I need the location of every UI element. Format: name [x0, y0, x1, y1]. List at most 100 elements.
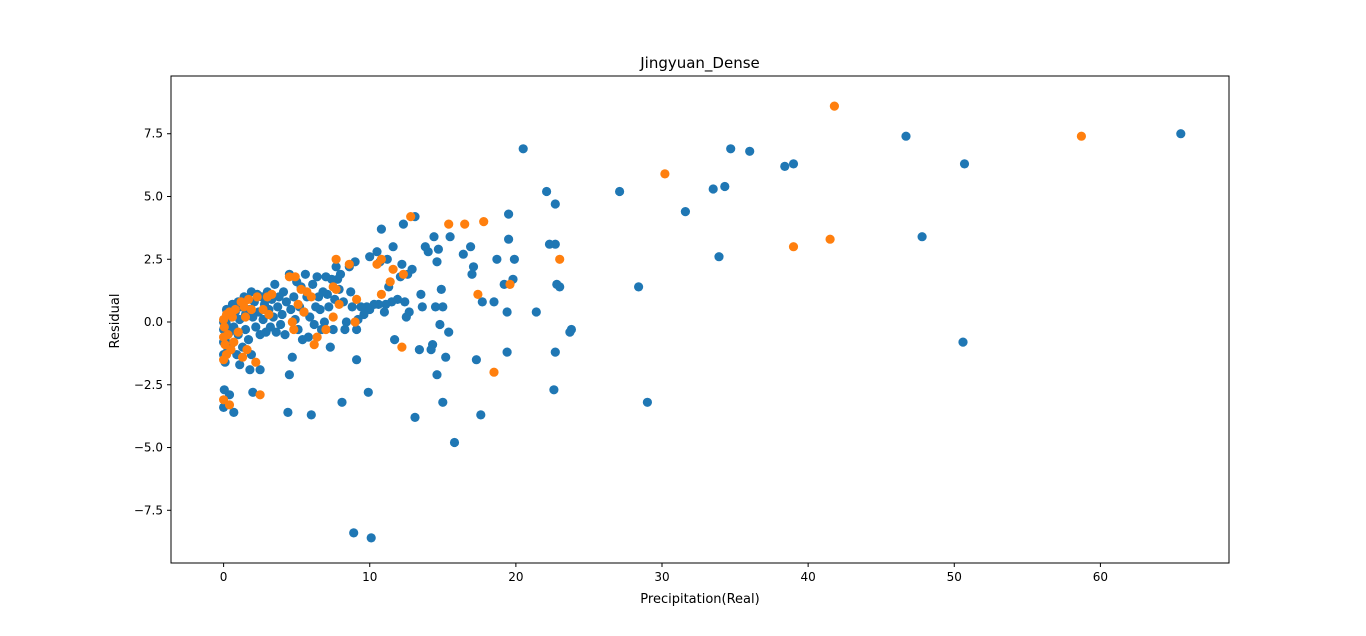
scatter-point-series1-149 [274, 292, 284, 302]
scatter-point-series1-69 [401, 312, 411, 322]
scatter-point-series1-56 [429, 232, 439, 242]
scatter-point-series1-63 [414, 345, 424, 355]
scatter-point-series1-44 [449, 437, 460, 448]
scatter-point-series1-85 [372, 247, 382, 257]
x-tick-label-6: 60 [1093, 570, 1108, 584]
scatter-point-series1-100 [346, 287, 356, 297]
scatter-point-series1-81 [379, 307, 389, 317]
scatter-point-series2-66 [219, 395, 229, 405]
scatter-point-series2-29 [312, 332, 322, 342]
scatter-point-series2-10 [460, 219, 470, 229]
scatter-point-series1-174 [243, 335, 254, 345]
scatter-point-series1-152 [270, 279, 280, 289]
scatter-point-series1-49 [438, 302, 448, 312]
scatter-point-series2-7 [489, 367, 499, 377]
y-tick-label-6: 7.5 [144, 127, 163, 141]
scatter-point-series1-58 [426, 345, 436, 355]
scatter-point-series1-150 [273, 302, 283, 312]
scatter-point-series1-47 [441, 352, 451, 362]
scatter-point-series2-15 [388, 264, 398, 274]
scatter-point-series2-67 [219, 332, 229, 342]
scatter-point-series1-113 [325, 342, 335, 352]
scatter-point-series1-41 [467, 269, 477, 279]
scatter-point-series2-14 [397, 342, 407, 352]
scatter-point-series1-24 [544, 239, 555, 249]
scatter-point-series2-39 [284, 272, 294, 282]
scatter-point-series1-60 [420, 242, 430, 252]
scatter-point-series1-172 [245, 365, 255, 375]
scatter-point-series1-168 [248, 387, 258, 397]
scatter-point-series1-176 [240, 324, 251, 335]
scatter-point-series1-166 [251, 322, 261, 332]
scatter-point-series1-17 [565, 327, 575, 337]
scatter-point-series2-45 [252, 292, 262, 302]
scatter-point-series1-114 [324, 302, 334, 312]
scatter-point-series1-162 [255, 365, 265, 375]
scatter-point-series1-36 [489, 297, 499, 307]
scatter-point-series1-27 [518, 144, 528, 154]
scatter-point-series2-2 [825, 234, 835, 244]
scatter-point-series1-124 [309, 319, 319, 330]
scatter-point-series2-56 [229, 337, 239, 347]
scatter-point-series1-98 [349, 528, 359, 538]
scatter-point-series1-142 [284, 370, 294, 380]
x-tick-label-5: 50 [947, 570, 962, 584]
scatter-point-series2-0 [1076, 131, 1086, 141]
scatter-point-series2-3 [788, 242, 799, 252]
scatter-point-series1-38 [476, 410, 486, 420]
scatter-point-series2-21 [350, 317, 360, 327]
scatter-point-series2-48 [243, 294, 254, 304]
chart-title: Jingyuan_Dense [639, 54, 760, 73]
scatter-point-series1-6 [780, 161, 790, 171]
scatter-point-series1-31 [504, 234, 514, 244]
scatter-point-series2-8 [479, 217, 489, 227]
scatter-point-series2-18 [376, 289, 386, 299]
scatter-point-series1-54 [432, 370, 442, 380]
scatter-point-series1-15 [615, 186, 625, 197]
scatter-point-series1-96 [352, 324, 362, 335]
scatter-point-series1-93 [356, 302, 366, 312]
scatter-point-series1-103 [340, 324, 350, 335]
plot-area-frame [170, 75, 1230, 564]
scatter-point-series1-95 [352, 355, 362, 365]
x-tick-label-2: 20 [508, 570, 523, 584]
scatter-point-series1-0 [1176, 129, 1186, 139]
scatter-point-series1-4 [901, 131, 911, 141]
scatter-point-series1-46 [444, 327, 454, 337]
scatter-point-series1-52 [433, 244, 443, 254]
scatter-point-series2-46 [251, 357, 261, 367]
scatter-point-series1-61 [417, 302, 427, 312]
scatter-point-series1-51 [435, 319, 445, 330]
scatter-point-series1-90 [363, 387, 373, 397]
scatter-point-series2-42 [262, 292, 272, 302]
scatter-point-series2-43 [258, 304, 268, 315]
scatter-point-series1-23 [549, 385, 559, 395]
scatter-point-series1-111 [328, 324, 338, 335]
scatter-point-series2-64 [220, 340, 230, 350]
scatter-point-series2-28 [321, 324, 331, 335]
scatter-point-series2-27 [328, 282, 338, 292]
scatter-point-series2-65 [219, 322, 229, 332]
scatter-point-series1-116 [321, 272, 331, 282]
scatter-point-series1-126 [306, 410, 316, 420]
scatter-point-series1-12 [680, 207, 691, 217]
scatter-point-series1-72 [397, 259, 407, 269]
scatter-point-series1-32 [502, 307, 512, 317]
scatter-point-series1-40 [468, 262, 479, 272]
scatter-point-series1-37 [477, 297, 487, 307]
scatter-point-series1-105 [337, 397, 347, 407]
scatter-point-series1-99 [347, 302, 357, 312]
scatter-point-series1-125 [308, 279, 318, 289]
y-tick-label-1: −5.0 [134, 441, 163, 455]
scatter-point-series1-5 [788, 159, 799, 169]
scatter-point-series1-71 [398, 219, 408, 229]
x-tick-label-4: 40 [800, 570, 815, 584]
scatter-point-series2-12 [406, 212, 416, 222]
scatter-point-series2-23 [334, 299, 344, 309]
scatter-point-series2-4 [660, 169, 670, 179]
scatter-point-series1-28 [509, 254, 519, 264]
scatter-point-series1-45 [445, 232, 455, 242]
scatter-point-series2-9 [473, 289, 483, 299]
scatter-point-series2-20 [352, 294, 362, 304]
scatter-point-series2-54 [233, 327, 243, 337]
